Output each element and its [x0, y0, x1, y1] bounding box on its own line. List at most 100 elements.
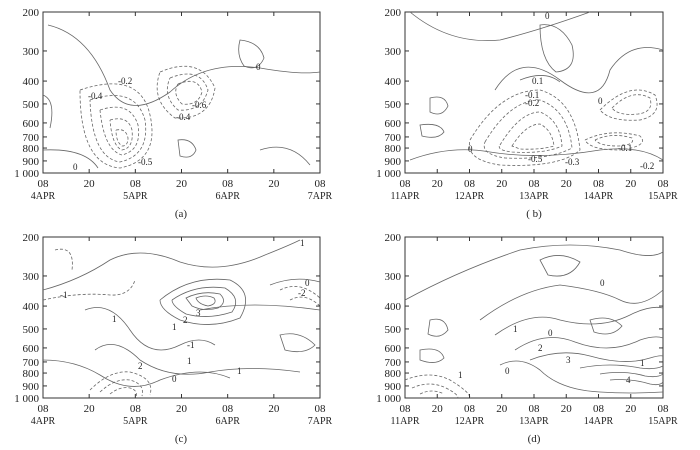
y-tick-label: 700 [385, 132, 402, 144]
contour-label: -0.3 [565, 157, 580, 167]
contour-label: 1 [513, 324, 518, 334]
x-date-label: 13APR [519, 416, 549, 427]
contour-negative [594, 135, 634, 147]
contour-negative [279, 286, 321, 299]
contour-positive [419, 348, 445, 363]
contour-negative [599, 89, 658, 121]
contour-positive [579, 364, 664, 370]
x-tick-label: 20 [84, 178, 96, 190]
x-date-label: 14APR [584, 416, 614, 427]
y-tick-label: 800 [385, 368, 402, 380]
y-tick-label: 300 [23, 46, 40, 58]
contour-label: 1 [187, 356, 192, 366]
x-tick-label: 20 [625, 403, 637, 415]
contour-lines [42, 239, 321, 398]
y-tick-label: 200 [23, 7, 40, 19]
contour-negative [99, 106, 140, 156]
contour-label: 2 [138, 361, 143, 371]
y-tick-label: 500 [385, 99, 402, 111]
contour-zero [47, 24, 321, 106]
y-tick-label: 500 [23, 99, 40, 111]
y-tick-label: 200 [23, 232, 40, 244]
x-date-label: 4APR [31, 416, 56, 427]
x-tick-label: 08 [130, 178, 142, 190]
contour-lines [404, 244, 664, 399]
y-tick-label: 400 [385, 76, 402, 88]
x-tick-label: 08 [658, 178, 670, 190]
contour-label: 3 [196, 308, 201, 318]
contour-negative [468, 89, 581, 166]
x-date-label: 15APR [648, 191, 678, 202]
contour-positive [494, 306, 664, 336]
contour-negative [404, 374, 471, 399]
y-tick-label: 900 [23, 156, 40, 168]
contour-positive [84, 307, 216, 351]
contour-label: -2 [298, 288, 306, 298]
contour-label: -0.1 [525, 90, 539, 100]
contour-negative [79, 83, 153, 169]
contour-zero [259, 146, 311, 166]
x-tick-label: 08 [593, 178, 605, 190]
y-tick-label: 600 [385, 343, 402, 355]
y-tick-label: 800 [385, 143, 402, 155]
contour-lines [42, 24, 321, 169]
contour-positive [279, 333, 316, 353]
contour-labels: 0 0.1 -0.1 -0.2 0 0 -0.1 -0.5 -0.3 -0.2 [468, 11, 654, 171]
x-tick-label: 20 [432, 403, 444, 415]
x-tick-label: 20 [496, 178, 508, 190]
y-tick-label: 200 [385, 232, 402, 244]
contour-zero [409, 11, 591, 42]
x-date-label: 12APR [455, 191, 485, 202]
x-date-label: 11APR [390, 191, 419, 202]
contour-zero [404, 244, 664, 301]
x-date-label: 11APR [390, 416, 419, 427]
contour-label: -0.6 [192, 100, 207, 110]
x-tick-label: 20 [625, 178, 637, 190]
contour-label: 4 [626, 375, 631, 385]
contour-zero [494, 47, 664, 94]
x-date-label: 15APR [648, 416, 678, 427]
y-tick-label: 500 [385, 324, 402, 336]
x-date-label: 6APR [215, 191, 240, 202]
contour-negative [115, 129, 129, 147]
y-tick-label: 700 [23, 132, 40, 144]
contour-negative [156, 65, 216, 119]
x-tick-label: 08 [315, 403, 327, 415]
x-tick-label: 08 [315, 178, 327, 190]
contour-lines [409, 11, 664, 166]
x-tick-label: 20 [561, 403, 573, 415]
x-tick-label: 20 [561, 178, 573, 190]
contour-zero [539, 255, 581, 277]
contour-positive [199, 304, 321, 311]
contour-label: 0 [548, 328, 553, 338]
x-date-label: 12APR [455, 416, 485, 427]
contour-label: -0.5 [528, 154, 543, 164]
contour-negative [109, 387, 137, 398]
contour-label: 0 [172, 374, 177, 384]
contour-positive [195, 295, 216, 307]
panel-label: (d) [528, 433, 541, 445]
panel-label: (a) [175, 208, 188, 220]
y-tick-label: 500 [23, 324, 40, 336]
x-date-label: 13APR [519, 191, 549, 202]
contour-label: 2 [538, 343, 543, 353]
y-tick-label: 800 [23, 368, 40, 380]
panel-c: 1 -1 0 -2 3 2 1 1 1 2 0 1 -1 20030040050… [14, 232, 332, 445]
contour-label: 0 [305, 278, 310, 288]
contour-negative [511, 123, 555, 150]
panel-label: (c) [175, 433, 188, 445]
y-tick-label: 400 [385, 301, 402, 313]
x-tick-label: 08 [400, 403, 412, 415]
x-date-label: 5APR [123, 191, 148, 202]
contour-label: 0 [505, 366, 510, 376]
contour-label: -1 [60, 290, 68, 300]
contour-positive [599, 372, 664, 378]
contour-positive [269, 278, 321, 286]
contour-positive [185, 292, 224, 310]
contour-negative [54, 248, 73, 271]
contour-labels: -0.2 -0.4 -0.6 -0.4 0 0 -0.5 [73, 62, 261, 172]
x-date-label: 7APR [308, 416, 333, 427]
contour-label: -0.2 [118, 76, 132, 86]
